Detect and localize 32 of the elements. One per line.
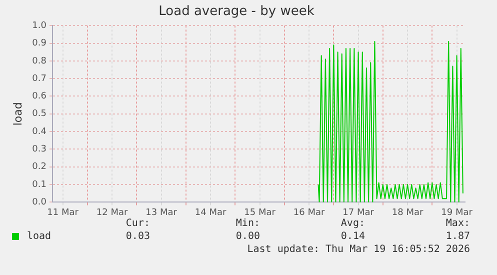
text: Cur: [126,218,150,229]
y-tick-label: 0.7 [32,74,47,84]
chart-title: Load average - by week [158,4,315,20]
text: Min: [236,218,260,229]
text: 0.03 [126,231,150,242]
y-tick-label: 0.4 [32,126,47,137]
x-tick-label: 14 Mar [194,208,226,218]
text: Avg: [340,218,365,229]
x-tick-label: 17 Mar [342,208,374,218]
legend-label: load [27,231,52,242]
text: 0.00 [236,231,260,242]
y-tick-label: 0.3 [32,144,47,155]
text: 0.14 [340,231,365,242]
y-tick-label: 1.0 [32,20,47,31]
y-tick-label: 0.8 [32,56,47,66]
x-tick-label: 15 Mar [244,208,276,218]
x-tick-label: 19 Mar [441,208,473,218]
x-tick-label: 13 Mar [146,208,178,218]
x-tick-label: 16 Mar [293,208,325,218]
y-tick-label: 0.2 [32,162,47,172]
y-tick-label: 0.1 [32,180,47,190]
text: 1.87 [446,231,470,242]
x-tick-label: 12 Mar [96,208,128,218]
text: Max: [446,218,470,229]
y-tick-label: 0.6 [32,92,47,102]
x-tick-label: 11 Mar [47,208,79,218]
y-tick-label: 0.5 [32,109,47,120]
y-axis-title: load [11,102,24,126]
y-tick-label: 0.9 [32,38,47,49]
y-tick-label: 0.0 [32,198,47,208]
x-tick-label: 18 Mar [392,208,424,218]
text: Last update: Thu Mar 19 16:05:52 2026 [247,244,470,255]
